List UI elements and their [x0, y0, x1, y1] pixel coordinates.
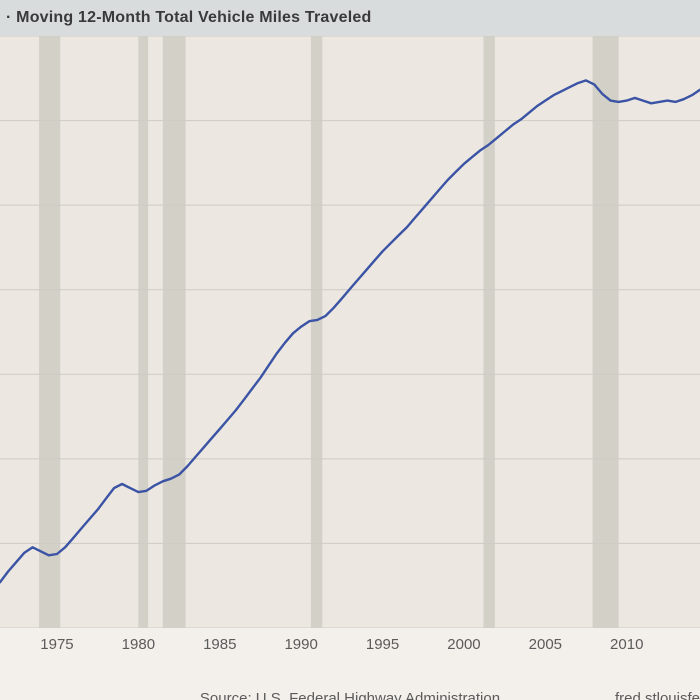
x-tick-label: 2000 — [447, 636, 480, 653]
chart-svg — [0, 36, 700, 628]
x-tick-label: 1995 — [366, 636, 399, 653]
x-tick-label: 1980 — [122, 636, 155, 653]
x-tick-label: 1975 — [40, 636, 73, 653]
footer-area: 1975 1980 1985 1990 1995 2000 2005 2010 Source:… — [0, 628, 700, 700]
chart-frame: · Moving 12-Month Total Vehicle Miles Tr… — [0, 0, 700, 700]
x-axis-ticks: 1975 1980 1985 1990 1995 2000 2005 2010 — [0, 636, 700, 660]
x-tick-label: 1985 — [203, 636, 236, 653]
chart-title: · Moving 12-Month Total Vehicle Miles Tr… — [6, 9, 371, 27]
x-tick-label: 1990 — [284, 636, 317, 653]
x-tick-label: 2005 — [529, 636, 562, 653]
source-label: Source: U.S. Federal Highway Administrat… — [200, 690, 500, 700]
plot-area — [0, 36, 700, 628]
title-bar: · Moving 12-Month Total Vehicle Miles Tr… — [0, 0, 700, 36]
attribution: fred.stlouisfe — [615, 690, 700, 700]
x-tick-label: 2010 — [610, 636, 643, 653]
